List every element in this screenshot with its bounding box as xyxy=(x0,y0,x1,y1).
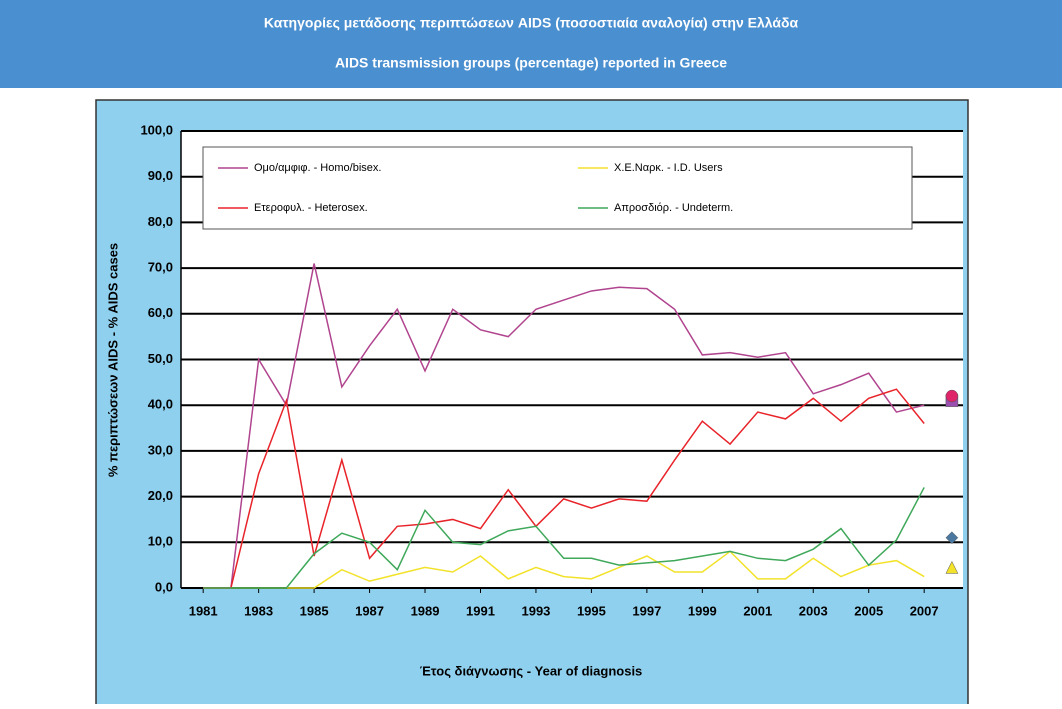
x-tick-label: 1989 xyxy=(411,603,440,618)
x-tick-label: 1987 xyxy=(355,603,384,618)
point-marker xyxy=(945,531,959,545)
series-line xyxy=(203,487,925,589)
x-tick-label: 2007 xyxy=(910,603,939,618)
legend-label: Χ.Ε.Ναρκ. - I.D. Users xyxy=(614,162,723,174)
legend-label: Ετεροφυλ. - Heterosex. xyxy=(254,202,368,214)
x-tick-label: 1983 xyxy=(244,603,273,618)
point-marker xyxy=(945,560,959,574)
title-english: AIDS transmission groups (percentage) re… xyxy=(335,55,727,71)
title-greek: Κατηγορίες μετάδοσης περιπτώσεων AIDS (π… xyxy=(264,15,799,31)
y-axis-label: % περιπτώσεων AIDS - % AIDS cases xyxy=(105,243,120,477)
x-tick-label: 1993 xyxy=(521,603,550,618)
x-tick-label: 1999 xyxy=(688,603,717,618)
y-tick-label: 70,0 xyxy=(148,260,173,275)
series-line xyxy=(203,263,925,589)
legend-box xyxy=(202,146,913,230)
legend-label: Ομο/αμφιφ. - Homo/bisex. xyxy=(254,162,381,174)
y-tick-label: 50,0 xyxy=(148,351,173,366)
x-tick-label: 1995 xyxy=(577,603,606,618)
y-tick-label: 30,0 xyxy=(148,442,173,457)
x-axis-label: Έτος διάγνωσης - Year of diagnosis xyxy=(420,663,643,678)
x-tick-label: 1985 xyxy=(300,603,329,618)
x-tick-label: 1997 xyxy=(632,603,661,618)
x-tick-label: 2003 xyxy=(799,603,828,618)
y-tick-label: 0,0 xyxy=(155,579,173,594)
y-tick-label: 100,0 xyxy=(140,122,173,137)
x-tick-label: 1981 xyxy=(189,603,218,618)
y-tick-label: 40,0 xyxy=(148,397,173,412)
y-tick-label: 80,0 xyxy=(148,214,173,229)
y-tick-label: 60,0 xyxy=(148,305,173,320)
y-tick-label: 20,0 xyxy=(148,488,173,503)
header-band xyxy=(0,0,1062,88)
series-line xyxy=(203,550,925,589)
y-tick-label: 10,0 xyxy=(148,534,173,549)
point-marker xyxy=(945,389,959,403)
y-tick-label: 90,0 xyxy=(148,168,173,183)
x-tick-label: 1991 xyxy=(466,603,495,618)
series-line xyxy=(203,388,925,589)
x-tick-label: 2005 xyxy=(854,603,883,618)
x-tick-label: 2001 xyxy=(743,603,772,618)
legend-label: Απροσδιόρ. - Undeterm. xyxy=(614,202,733,214)
